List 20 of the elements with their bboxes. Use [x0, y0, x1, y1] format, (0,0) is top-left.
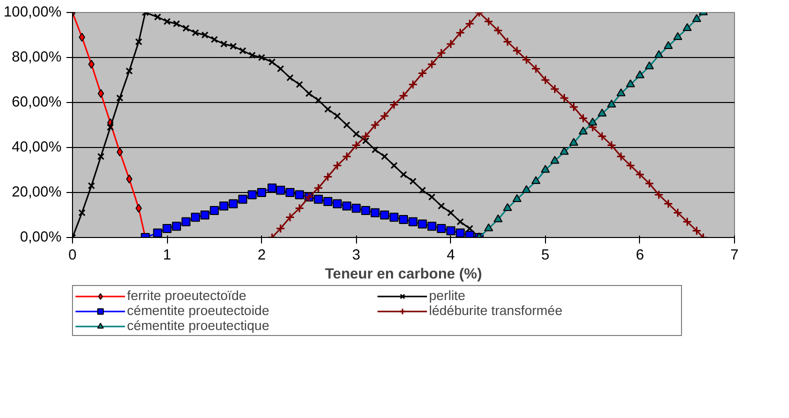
x-tick-label: 7 — [730, 248, 739, 264]
y-tick-label: 0,00% — [20, 230, 62, 246]
y-tick-label: 60,00% — [12, 94, 62, 110]
x-tick-label: 1 — [162, 248, 172, 264]
x-tick-label: 4 — [446, 248, 455, 264]
x-tick-label: 6 — [636, 248, 644, 264]
x-tick-label: 2 — [258, 248, 266, 264]
y-tick-label: 40,00% — [12, 140, 62, 156]
x-tick-label: 3 — [352, 248, 360, 264]
x-tick-label: 5 — [541, 248, 550, 264]
legend-label: cémentite proeutectique — [127, 318, 270, 333]
y-tick-label: 100,00% — [4, 4, 62, 20]
legend-label: cémentite proeutectoide — [127, 303, 270, 318]
legend-label: ferrite proeutectoïde — [127, 288, 248, 303]
legend-label: perlite — [429, 288, 466, 303]
x-tick-label: 0 — [68, 248, 77, 264]
y-tick-label: 20,00% — [12, 184, 62, 200]
legend-label: lédéburite transformée — [429, 303, 564, 318]
y-tick-label: 80,00% — [12, 50, 62, 66]
x-axis-title: Teneur en carbone (%) — [325, 266, 482, 282]
